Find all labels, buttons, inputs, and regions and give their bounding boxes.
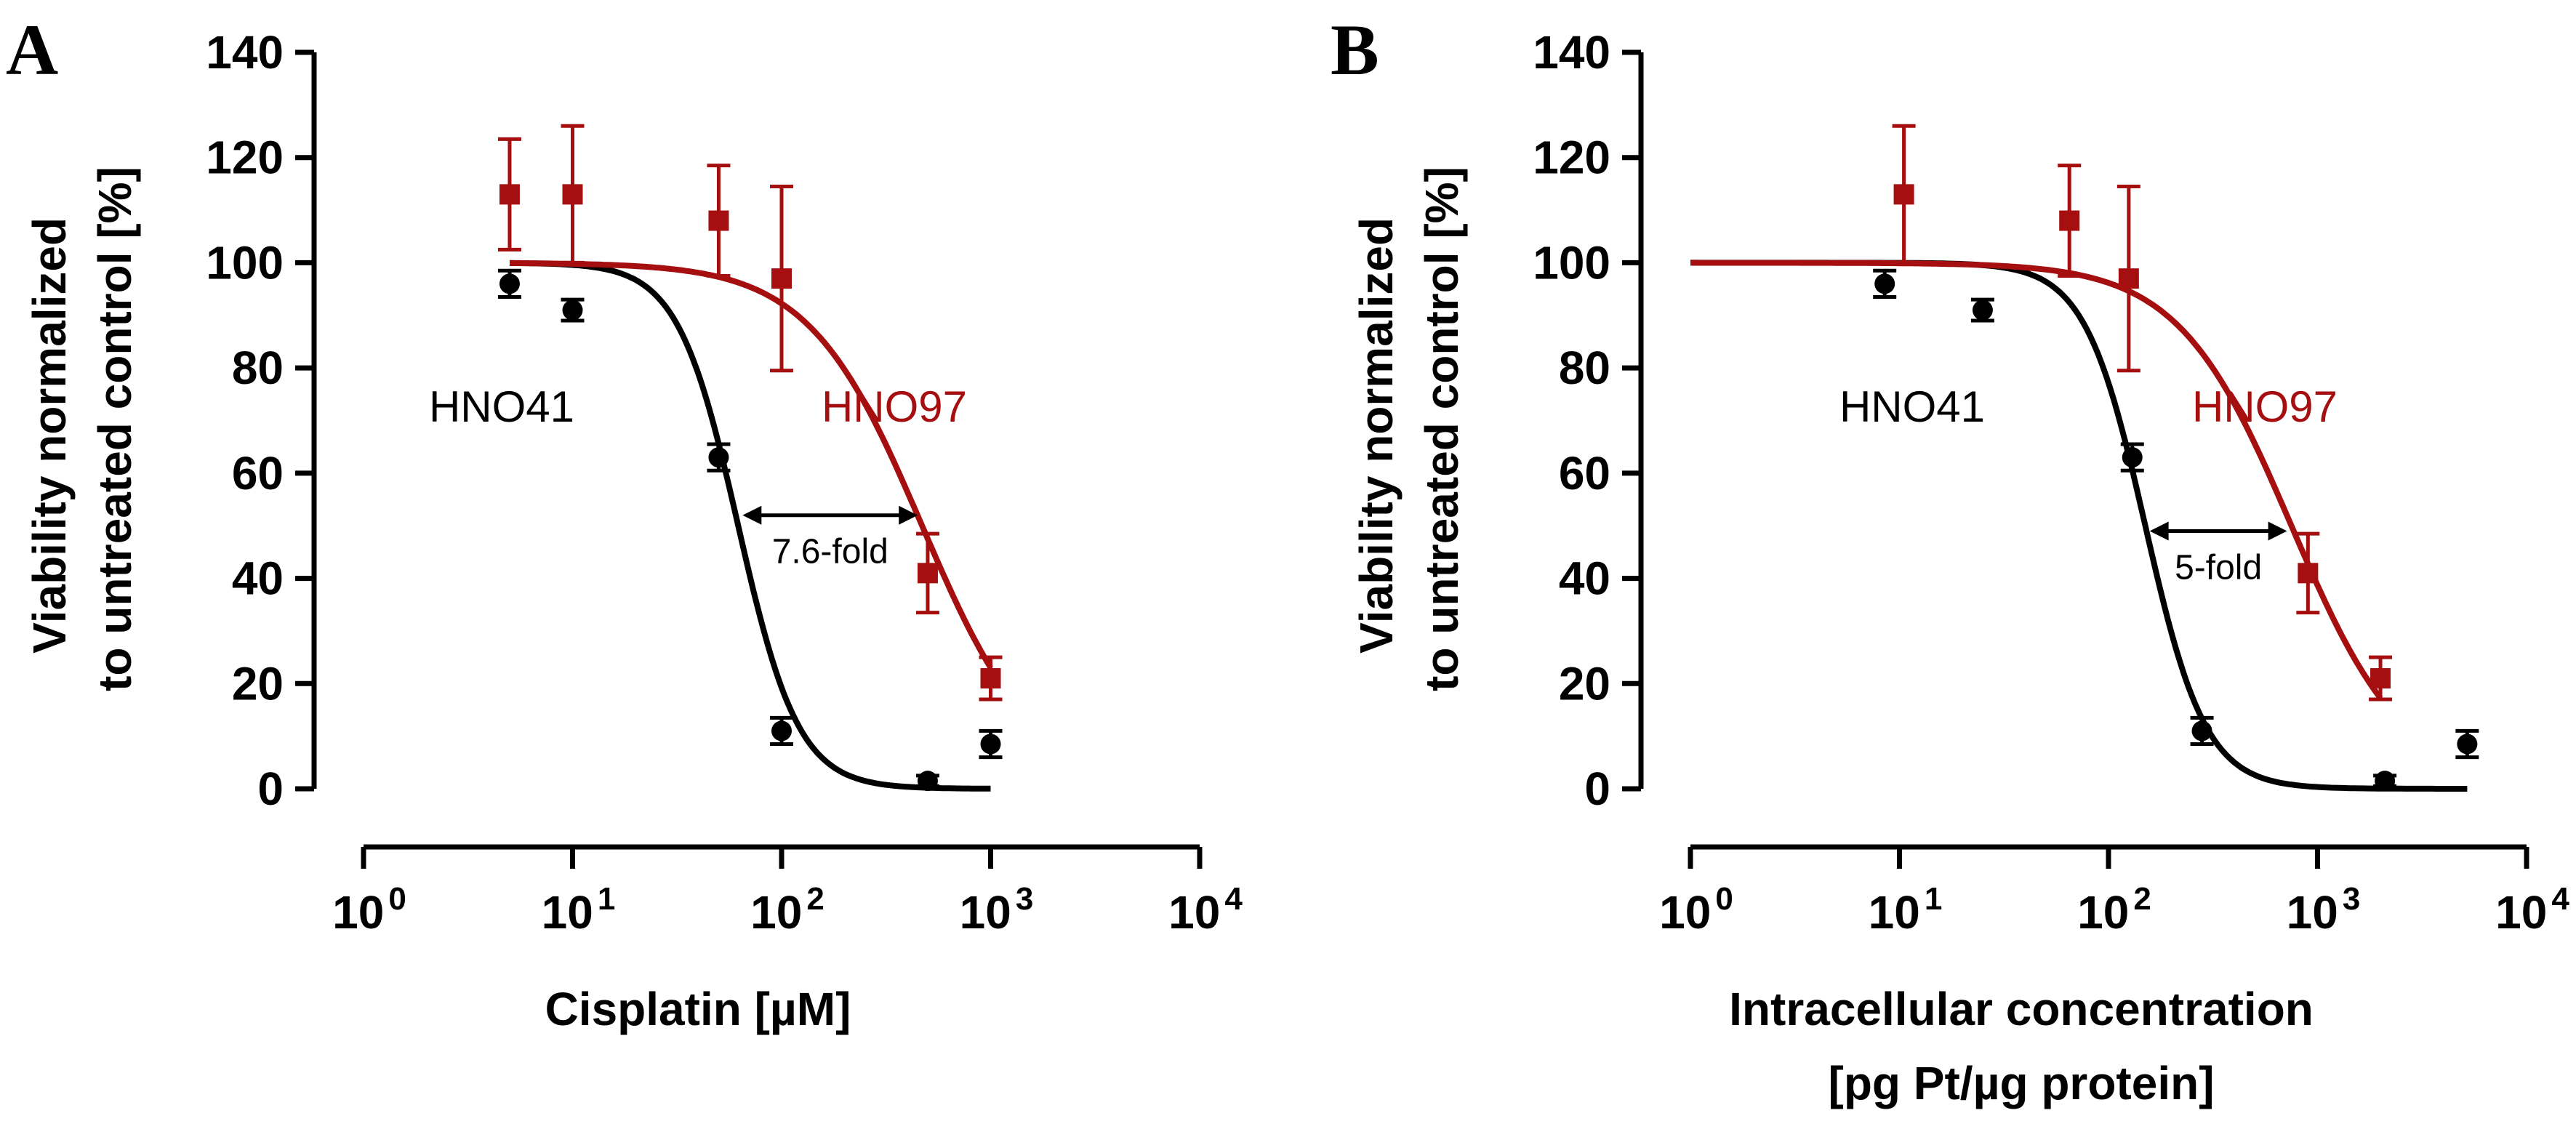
fold-change-label: 5-fold <box>2175 548 2262 587</box>
y-tick-label: 100 <box>1533 236 1610 289</box>
data-point-hno41 <box>499 273 520 294</box>
y-axis-title-line-2: to untreated control [%] <box>89 166 141 691</box>
y-tick-label: 140 <box>1533 26 1610 79</box>
x-tick-label: 10 0 <box>332 881 406 939</box>
data-point-hno41 <box>1972 300 1993 321</box>
data-point-hno41 <box>917 771 938 792</box>
y-tick-label: 120 <box>1533 132 1610 184</box>
panel-a: A 0 20 40 60 80 100 120 140 10 0 10 1 10 2 10 3 10 4 HNO41… <box>6 9 1243 1035</box>
y-tick-label: 60 <box>232 447 284 499</box>
y-tick-label: 80 <box>232 342 284 394</box>
series-label-hno97: HNO97 <box>822 382 967 431</box>
fit-curve-hno41 <box>510 260 991 792</box>
y-tick-label: 60 <box>1559 447 1610 499</box>
data-point-hno41 <box>1874 273 1895 294</box>
data-point-hno97 <box>499 184 520 205</box>
y-tick-label: 140 <box>206 26 284 79</box>
data-point-hno41 <box>2122 447 2143 468</box>
data-point-hno97 <box>771 268 792 289</box>
data-point-hno41 <box>562 300 583 321</box>
y-tick-label: 40 <box>232 553 284 605</box>
data-point-hno97 <box>2118 268 2139 289</box>
y-axis-title-line-2: to untreated control [%] <box>1416 166 1468 691</box>
panel-a-plot: 0 20 40 60 80 100 120 140 10 0 10 1 10 2 10 3 10 4 HNO41 HN… <box>206 26 1243 939</box>
panel-a-y-axis-title: Viability normalized to untreated contro… <box>23 166 141 691</box>
x-tick-label: 10 3 <box>960 881 1034 939</box>
data-point-hno41 <box>708 447 729 468</box>
panel-b-plot: 0 20 40 60 80 100 120 140 10 0 10 1 10 2 10 3 10 4 HNO41 HN… <box>1533 26 2569 939</box>
series-label-hno41: HNO41 <box>429 382 574 431</box>
data-point-hno41 <box>2375 771 2396 792</box>
fit-curve-hno97 <box>1690 260 2383 700</box>
data-point-hno97 <box>2298 563 2319 584</box>
data-point-hno41 <box>2191 720 2212 742</box>
x-tick-label: 10 2 <box>750 881 824 939</box>
x-tick-label: 10 0 <box>1659 881 1733 939</box>
data-point-hno41 <box>771 720 792 742</box>
series-label-hno41: HNO41 <box>1839 382 1985 431</box>
panel-b: B 0 20 40 60 80 100 120 140 10 0 10 1 10 2 10 3 10 4 HNO41… <box>1331 9 2569 1109</box>
x-tick-label: 10 4 <box>2495 881 2569 939</box>
fold-arrow-head-left <box>2149 521 2169 541</box>
y-tick-label: 0 <box>1584 763 1610 815</box>
y-tick-label: 40 <box>1559 553 1610 605</box>
y-axis-title-line-1: Viability normalized <box>1350 217 1403 654</box>
x-tick-label: 10 2 <box>2077 881 2151 939</box>
data-point-hno41 <box>2457 734 2478 755</box>
panel-b-x-axis-title-line-1: Intracellular concentration <box>1729 983 2314 1035</box>
y-tick-label: 0 <box>257 763 284 815</box>
y-tick-label: 20 <box>1559 657 1610 710</box>
panel-b-y-axis-title: Viability normalized to untreated contro… <box>1350 166 1468 691</box>
panel-b-x-axis-title-line-2: [pg Pt/µg protein] <box>1829 1057 2215 1109</box>
panel-b-letter: B <box>1331 9 1379 90</box>
data-point-hno97 <box>562 184 583 205</box>
data-point-hno97 <box>1893 184 1914 205</box>
panel-a-letter: A <box>6 9 58 90</box>
data-point-hno97 <box>917 563 938 584</box>
y-tick-label: 120 <box>206 132 284 184</box>
fold-change-label: 7.6-fold <box>772 533 888 571</box>
data-point-hno97 <box>980 668 1001 689</box>
series-label-hno97: HNO97 <box>2192 382 2338 431</box>
fold-arrow-head-right <box>899 505 918 525</box>
x-tick-label: 10 4 <box>1168 881 1243 939</box>
fold-arrow-head-left <box>742 505 762 525</box>
fit-curve-hno41 <box>1690 260 2468 792</box>
x-tick-label: 10 1 <box>542 881 616 939</box>
y-tick-label: 20 <box>232 657 284 710</box>
y-tick-label: 100 <box>206 236 284 289</box>
x-tick-label: 10 3 <box>2287 881 2361 939</box>
panel-a-x-axis-title: Cisplatin [µM] <box>545 983 851 1035</box>
data-point-hno97 <box>2059 210 2080 231</box>
data-point-hno41 <box>980 734 1001 755</box>
data-point-hno97 <box>708 210 729 231</box>
y-tick-label: 80 <box>1559 342 1610 394</box>
data-point-hno97 <box>2370 668 2391 689</box>
fold-arrow-head-right <box>2268 521 2287 541</box>
x-tick-label: 10 1 <box>1869 881 1943 939</box>
y-axis-title-line-1: Viability normalized <box>23 217 76 654</box>
fit-curve-hno97 <box>509 260 993 670</box>
